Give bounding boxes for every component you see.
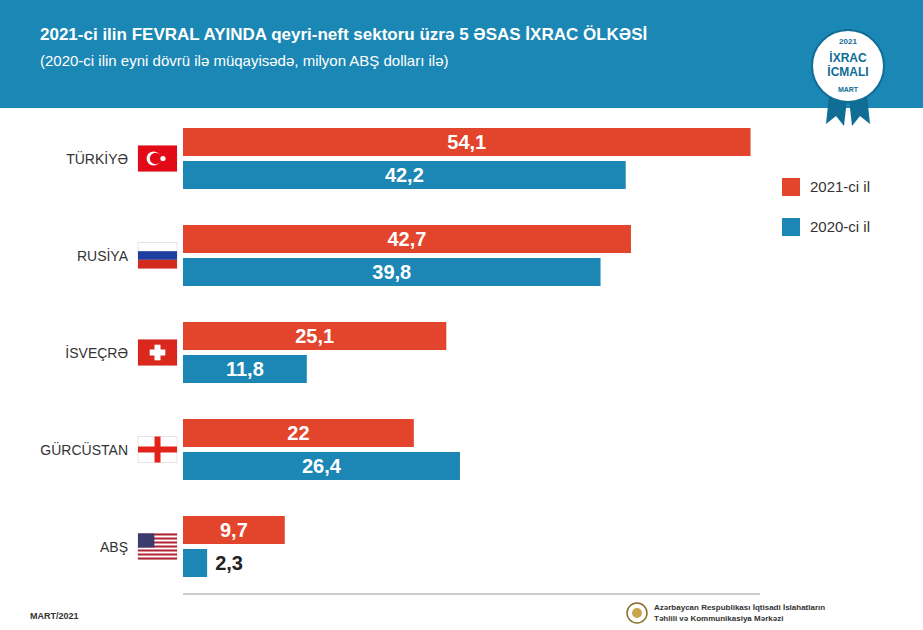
flag-cross (150, 350, 166, 356)
category-label: TÜRKİYƏ (66, 150, 128, 167)
chart: 2021-ci ilin FEVRAL AYINDA qeyri-neft se… (0, 0, 923, 630)
data-label: 9,7 (220, 519, 248, 541)
data-label: 22 (287, 422, 309, 444)
logo (632, 608, 642, 618)
flag-stripe (138, 558, 177, 560)
bar (183, 258, 601, 286)
footer-org: Azərbaycan Respublikası İqtisadi İslahat… (654, 603, 825, 623)
bar (183, 516, 285, 544)
bar (183, 225, 631, 253)
badge-title: İXRACİCMALI (827, 50, 868, 79)
footer-org-line: Azərbaycan Respublikası İqtisadi İslahat… (654, 603, 825, 612)
flag-stripe (138, 554, 177, 556)
category-label: RUSİYA (77, 247, 129, 264)
labels: TÜRKİYƏ RUSİYA İSVEÇRƏ GÜRCÜSTAN ABŞ 54,1 42,7… (40, 131, 486, 574)
flag (138, 243, 177, 269)
bar (183, 549, 207, 577)
flag (138, 146, 177, 172)
header-band (0, 0, 923, 108)
bar (183, 161, 626, 189)
title: 2021-ci ilin FEVRAL AYINDA qeyri-neft se… (40, 25, 647, 44)
badge-title-line: İCMALI (827, 64, 868, 79)
flag (138, 437, 177, 463)
data-label: 39,8 (372, 261, 411, 283)
legend-label: 2020-ci il (810, 218, 870, 235)
category-label: GÜRCÜSTAN (40, 441, 128, 458)
badge-title-line: İXRAC (829, 50, 867, 65)
flag-stripe (138, 251, 177, 260)
bar (183, 452, 460, 480)
data-label: 42,7 (388, 228, 427, 250)
data-label: 54,1 (447, 131, 486, 153)
legend-label: 2021-ci il (810, 178, 870, 195)
subtitle: (2020-ci ilin eyni dövrü ilə müqayisədə,… (40, 52, 449, 69)
flag-cross (138, 447, 177, 453)
flag (138, 534, 177, 560)
data-label: 42,2 (385, 164, 424, 186)
flag-field (138, 340, 177, 366)
flag-stripe (138, 550, 177, 552)
bar (183, 355, 307, 383)
flag-bg (138, 534, 177, 560)
data-label: 2,3 (215, 552, 243, 574)
badge-month: MART (838, 86, 859, 93)
flag-bg (138, 243, 177, 269)
legend-swatch (782, 178, 800, 196)
category-label: ABŞ (100, 539, 128, 555)
legend-swatch (782, 218, 800, 236)
data-label: 25,1 (295, 325, 334, 347)
flag-stripe (138, 260, 177, 269)
data-label: 26,4 (302, 455, 342, 477)
x-axis (183, 594, 760, 595)
flag-crescent (147, 151, 161, 165)
footer-date: MART/2021 (30, 611, 79, 621)
flag (138, 340, 177, 366)
category-label: İSVEÇRƏ (65, 344, 128, 361)
flag-star (160, 156, 165, 161)
flag-bg (138, 340, 177, 366)
flag-bg (138, 437, 177, 463)
bar (183, 128, 751, 156)
flag-field (138, 146, 177, 172)
data-label: 11,8 (226, 358, 264, 380)
badge (812, 30, 884, 102)
footer-org-line: Təhlili və Kommunikasiya Mərkəzi (654, 614, 783, 623)
badge-year: 2021 (839, 37, 857, 46)
flag-bg (138, 146, 177, 172)
plot-area (183, 128, 751, 577)
flag-crescent (150, 153, 161, 164)
flag-canton (138, 534, 154, 548)
bar (183, 419, 414, 447)
bar (183, 322, 446, 350)
logo (627, 603, 647, 623)
